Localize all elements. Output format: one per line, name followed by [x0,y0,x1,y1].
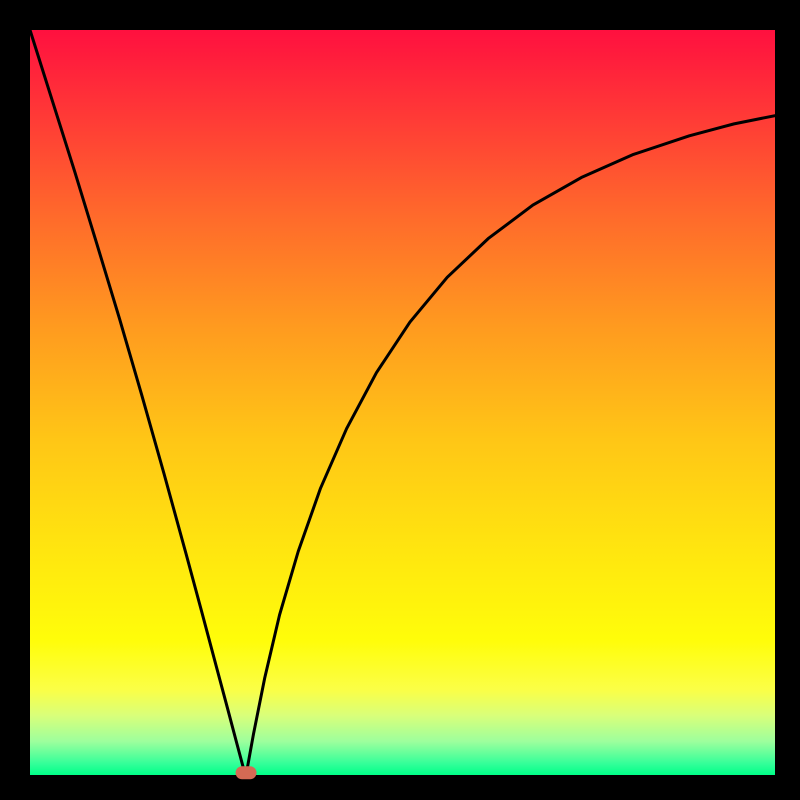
plot-background [30,30,775,775]
chart-container: TheBottleneck.com [0,0,800,800]
chart-svg [0,0,800,800]
minimum-marker [236,767,256,779]
